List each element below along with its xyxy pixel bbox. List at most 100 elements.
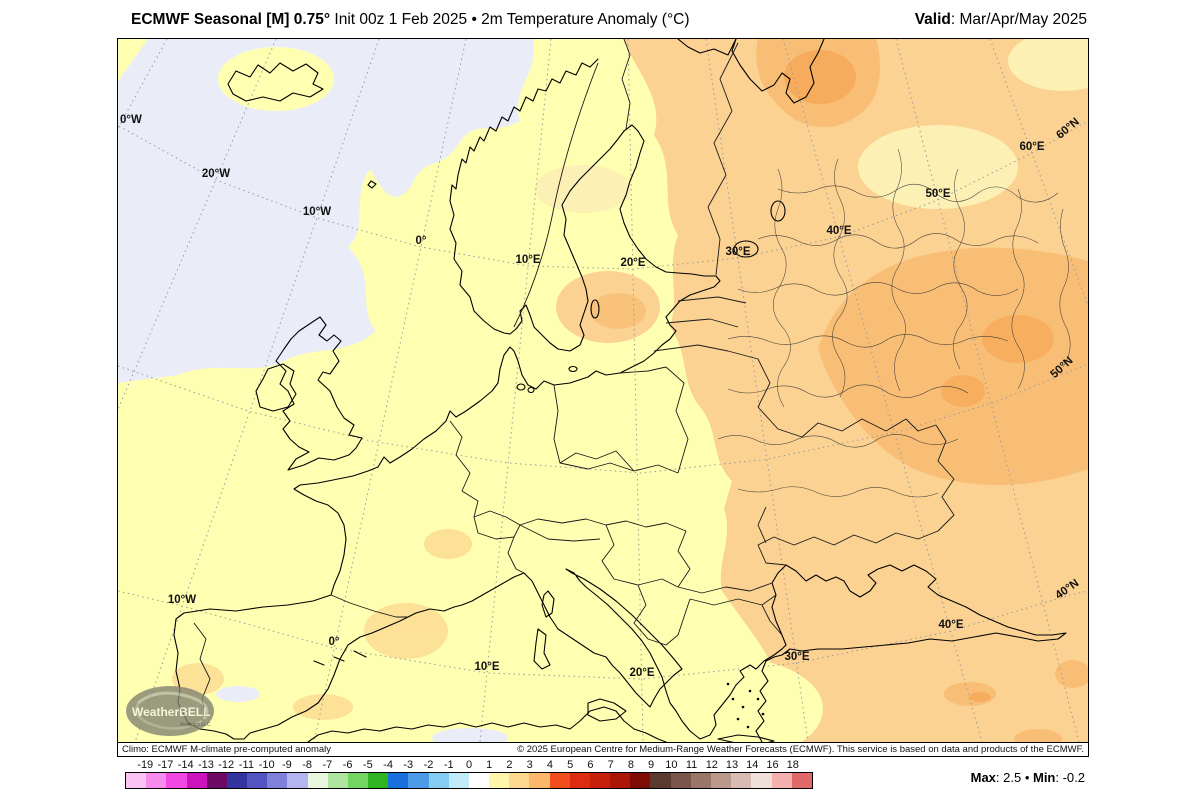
- colorbar-segment: [166, 773, 187, 788]
- colorbar-tick-label: -11: [238, 759, 254, 771]
- warm3-east-core1: [982, 315, 1054, 363]
- colorbar-segment: [690, 773, 711, 788]
- graticule-label: 20°E: [629, 667, 654, 679]
- colorbar-tick-label: 11: [685, 759, 698, 771]
- colorbar-tick-label: 1: [486, 759, 493, 771]
- colorbar-segment: [307, 773, 328, 788]
- graticule-label: 40°E: [826, 225, 851, 237]
- colorbar: -19 -17 -14 -13 -12 -11 -10 -9 -8 -7 -6 -5 -4 -3 -2 -1 0…: [125, 759, 813, 789]
- colorbar-segment: [146, 773, 167, 788]
- header: ECMWF Seasonal [M] 0.75° Init 00z 1 Feb …: [117, 6, 1087, 34]
- colorbar-segment: [731, 773, 752, 788]
- colorbar-tick-label: -9: [281, 759, 292, 771]
- min-value: : -0.2: [1055, 770, 1085, 785]
- attribution-bar: Climo: ECMWF M-climate pre-computed anom…: [118, 742, 1088, 756]
- valid-value: : Mar/Apr/May 2025: [950, 11, 1087, 28]
- valid-text: Valid: Mar/Apr/May 2025: [915, 11, 1087, 29]
- attribution-right: © 2025 European Centre for Medium-Range …: [517, 744, 1084, 755]
- cream-patches: [535, 39, 1088, 213]
- iceland-warm-hole: [218, 47, 334, 111]
- graticule-label: 30°E: [725, 246, 750, 258]
- anomaly-shading: [118, 39, 1088, 742]
- warm2-blacksea-patch2: [1055, 660, 1088, 688]
- colorbar-tick-label: -8: [302, 759, 312, 771]
- page-title: ECMWF Seasonal [M] 0.75° Init 00z 1 Feb …: [117, 11, 690, 29]
- colorbar-segment: [408, 773, 429, 788]
- colorbar-tick-label: -10: [258, 759, 275, 771]
- colorbar-tick-labels: -19 -17 -14 -13 -12 -11 -10 -9 -8 -7 -6 -5 -4 -3 -2 -1 0…: [125, 759, 813, 772]
- colorbar-segment: [267, 773, 288, 788]
- faint-warm-patches: [172, 529, 472, 720]
- colorbar-tick-label: -1: [443, 759, 454, 771]
- colorbar-tick-label: 14: [746, 759, 759, 771]
- colorbar-segment: [468, 773, 490, 788]
- colorbar-segment: [650, 773, 671, 788]
- graticule-label: 30°E: [784, 651, 809, 663]
- colorbar-tick-label: 0: [465, 759, 473, 771]
- colorbar-segment: [347, 773, 369, 788]
- colorbar-tick-label: 3: [526, 759, 533, 771]
- colorbar-tick-label: -5: [362, 759, 373, 771]
- colorbar-tick-label: 4: [546, 759, 553, 771]
- graticule-label: 0°: [416, 235, 427, 247]
- colorbar-segment: [549, 773, 570, 788]
- colorbar-segment: [448, 773, 469, 788]
- warm2-baltic-core: [590, 293, 646, 329]
- valid-label: Valid: [914, 11, 951, 28]
- max-min-text: Max: 2.5 • Min: -0.2: [971, 770, 1085, 785]
- colorbar-tick-label: -7: [322, 759, 333, 771]
- colorbar-tick-label: 2: [506, 759, 513, 771]
- title-model: ECMWF Seasonal [M] 0.75°: [131, 11, 331, 28]
- graticule-label: 60°E: [1019, 141, 1044, 153]
- colorbar-segment: [569, 773, 590, 788]
- warm2-anatolia-patch: [1014, 729, 1062, 742]
- colorbar-tick-label: 8: [627, 759, 634, 771]
- colorbar-segment: [368, 773, 389, 788]
- colorbar-tick-label: -17: [157, 759, 174, 771]
- cool-spot-gibraltar: [216, 686, 260, 702]
- max-value: : 2.5 •: [995, 770, 1033, 785]
- colorbar-segment: [751, 773, 772, 788]
- colorbar-segment: [206, 773, 227, 788]
- colorbar-tick-label: -3: [403, 759, 414, 771]
- colorbar-tick-label: 13: [725, 759, 739, 771]
- colorbar-tick-label: -4: [383, 759, 393, 771]
- colorbar-tick-label: -14: [177, 759, 194, 771]
- min-label: Min: [1032, 770, 1056, 785]
- colorbar-tick-label: -6: [342, 759, 353, 771]
- colorbar-segment: [226, 773, 248, 788]
- attribution-left: Climo: ECMWF M-climate pre-computed anom…: [122, 744, 332, 755]
- weather-map: 0°W 20°W 10°W 0° 10°E 20°E 30°E 40°E 50°E 60°E 60°…: [117, 38, 1089, 757]
- colorbar-segment: [126, 773, 147, 788]
- colorbar-tick-label: -2: [423, 759, 434, 771]
- graticule-label: 20°W: [202, 168, 230, 180]
- colorbar-tick-label: -13: [197, 759, 214, 771]
- warm3-east-core2: [941, 375, 985, 407]
- colorbar-segment: [791, 773, 812, 788]
- colorbar-segment: [529, 773, 550, 788]
- warm3-north-core: [784, 50, 856, 104]
- graticule-label: 40°E: [938, 619, 963, 631]
- colorbar-tick-label: 5: [567, 759, 574, 771]
- colorbar-tick-label: 16: [766, 759, 779, 771]
- colorbar-segment: [428, 773, 449, 788]
- graticule-label: 10°E: [515, 254, 540, 266]
- colorbar-segment: [489, 773, 510, 788]
- colorbar-tick-label: 7: [607, 759, 614, 771]
- graticule-label: 10°W: [303, 206, 331, 218]
- colorbar-tick-label: 6: [587, 759, 594, 771]
- cool-spot-southcenter: [432, 728, 508, 742]
- colorbar-segment: [287, 773, 308, 788]
- region-mesh: [717, 148, 1071, 498]
- colorbar-segment: [771, 773, 792, 788]
- colorbar-segment: [388, 773, 409, 788]
- max-label: Max: [970, 770, 996, 785]
- title-detail: Init 00z 1 Feb 2025 • 2m Temperature Ano…: [330, 11, 690, 28]
- colorbar-tick-label: 18: [786, 759, 799, 771]
- graticule-label: 20°E: [620, 257, 645, 269]
- warm3-blacksea-core: [969, 692, 991, 702]
- colorbar-segment: [710, 773, 732, 788]
- country-borders: [193, 39, 955, 718]
- colorbar-tick-label: -19: [137, 759, 154, 771]
